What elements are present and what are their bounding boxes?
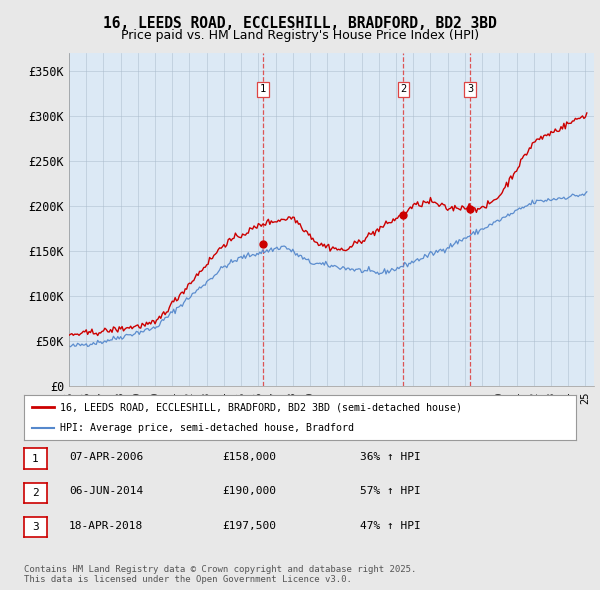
Text: Contains HM Land Registry data © Crown copyright and database right 2025.
This d: Contains HM Land Registry data © Crown c… [24,565,416,584]
Text: 1: 1 [260,84,266,94]
Point [258,240,268,249]
Text: 16, LEEDS ROAD, ECCLESHILL, BRADFORD, BD2 3BD (semi-detached house): 16, LEEDS ROAD, ECCLESHILL, BRADFORD, BD… [60,402,462,412]
Text: 3: 3 [467,84,473,94]
Text: HPI: Average price, semi-detached house, Bradford: HPI: Average price, semi-detached house,… [60,422,354,432]
Point [398,211,408,220]
Text: £158,000: £158,000 [222,453,276,462]
Text: 47% ↑ HPI: 47% ↑ HPI [360,521,421,530]
Text: 2: 2 [32,488,39,498]
Text: £190,000: £190,000 [222,487,276,496]
Text: 3: 3 [32,522,39,532]
Text: 57% ↑ HPI: 57% ↑ HPI [360,487,421,496]
Text: Price paid vs. HM Land Registry's House Price Index (HPI): Price paid vs. HM Land Registry's House … [121,29,479,42]
Text: 2: 2 [400,84,407,94]
Text: 16, LEEDS ROAD, ECCLESHILL, BRADFORD, BD2 3BD: 16, LEEDS ROAD, ECCLESHILL, BRADFORD, BD… [103,16,497,31]
Text: 07-APR-2006: 07-APR-2006 [69,453,143,462]
Text: £197,500: £197,500 [222,521,276,530]
Text: 06-JUN-2014: 06-JUN-2014 [69,487,143,496]
Point [465,204,475,213]
Text: 18-APR-2018: 18-APR-2018 [69,521,143,530]
Text: 36% ↑ HPI: 36% ↑ HPI [360,453,421,462]
Text: 1: 1 [32,454,39,464]
